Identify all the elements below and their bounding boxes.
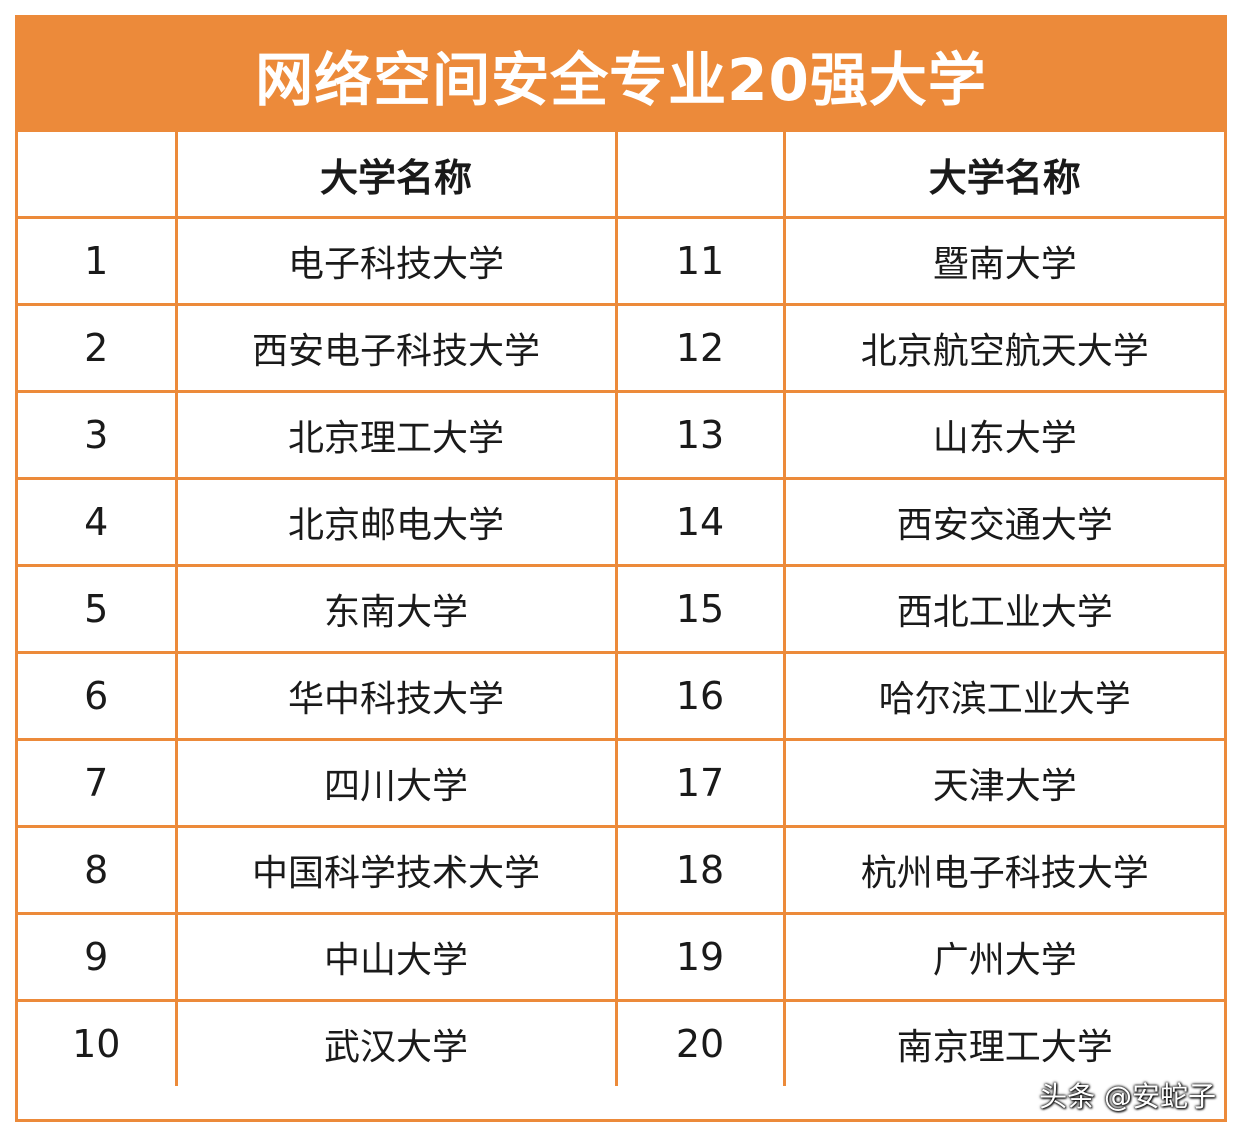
rank-cell: 15 (614, 564, 786, 654)
university-name-cell: 四川大学 (174, 738, 618, 828)
university-name-cell: 天津大学 (782, 738, 1224, 828)
watermark: 头条 @安蛇子 (1039, 1080, 1216, 1113)
rank-cell: 13 (614, 390, 786, 480)
rank-cell: 11 (614, 216, 786, 306)
ranking-table: 大学名称 大学名称 1 电子科技大学 11 暨南大学 2 西安电子科技大学 12… (18, 132, 1224, 1086)
rank-cell: 3 (18, 390, 178, 480)
university-name-cell: 西安交通大学 (782, 477, 1224, 567)
table-row: 5 东南大学 15 西北工业大学 (18, 564, 1224, 654)
university-name-cell: 暨南大学 (782, 216, 1224, 306)
rank-cell: 20 (614, 999, 786, 1086)
university-name-cell: 杭州电子科技大学 (782, 825, 1224, 915)
table-row: 4 北京邮电大学 14 西安交通大学 (18, 477, 1224, 567)
rank-cell: 6 (18, 651, 178, 741)
university-name-cell: 西北工业大学 (782, 564, 1224, 654)
university-name-cell: 广州大学 (782, 912, 1224, 1002)
university-name-cell: 北京航空航天大学 (782, 303, 1224, 393)
rank-cell: 17 (614, 738, 786, 828)
header-name-right: 大学名称 (782, 132, 1224, 219)
header-rank-right (614, 132, 786, 219)
rank-cell: 19 (614, 912, 786, 1002)
table-row: 1 电子科技大学 11 暨南大学 (18, 216, 1224, 306)
university-name-cell: 东南大学 (174, 564, 618, 654)
university-name-cell: 中山大学 (174, 912, 618, 1002)
university-name-cell: 哈尔滨工业大学 (782, 651, 1224, 741)
table-row: 2 西安电子科技大学 12 北京航空航天大学 (18, 303, 1224, 393)
table-row: 3 北京理工大学 13 山东大学 (18, 390, 1224, 480)
university-name-cell: 南京理工大学 (782, 999, 1224, 1086)
rank-cell: 5 (18, 564, 178, 654)
ranking-table-frame: 网络空间安全专业20强大学 大学名称 大学名称 1 电子科技大学 11 暨南大学… (15, 15, 1227, 1122)
university-name-cell: 西安电子科技大学 (174, 303, 618, 393)
rank-cell: 8 (18, 825, 178, 915)
university-name-cell: 中国科学技术大学 (174, 825, 618, 915)
table-row: 6 华中科技大学 16 哈尔滨工业大学 (18, 651, 1224, 741)
table-header-row: 大学名称 大学名称 (18, 132, 1224, 219)
university-name-cell: 电子科技大学 (174, 216, 618, 306)
header-rank-left (18, 132, 178, 219)
table-row: 10 武汉大学 20 南京理工大学 (18, 999, 1224, 1086)
university-name-cell: 华中科技大学 (174, 651, 618, 741)
table-row: 8 中国科学技术大学 18 杭州电子科技大学 (18, 825, 1224, 915)
rank-cell: 10 (18, 999, 178, 1086)
page-title: 网络空间安全专业20强大学 (255, 46, 987, 114)
rank-cell: 4 (18, 477, 178, 567)
table-row: 7 四川大学 17 天津大学 (18, 738, 1224, 828)
rank-cell: 12 (614, 303, 786, 393)
rank-cell: 18 (614, 825, 786, 915)
university-name-cell: 山东大学 (782, 390, 1224, 480)
university-name-cell: 北京理工大学 (174, 390, 618, 480)
rank-cell: 9 (18, 912, 178, 1002)
rank-cell: 1 (18, 216, 178, 306)
header-name-left: 大学名称 (174, 132, 618, 219)
rank-cell: 2 (18, 303, 178, 393)
rank-cell: 14 (614, 477, 786, 567)
rank-cell: 16 (614, 651, 786, 741)
title-bar: 网络空间安全专业20强大学 (18, 18, 1224, 132)
university-name-cell: 北京邮电大学 (174, 477, 618, 567)
rank-cell: 7 (18, 738, 178, 828)
university-name-cell: 武汉大学 (174, 999, 618, 1086)
table-row: 9 中山大学 19 广州大学 (18, 912, 1224, 1002)
